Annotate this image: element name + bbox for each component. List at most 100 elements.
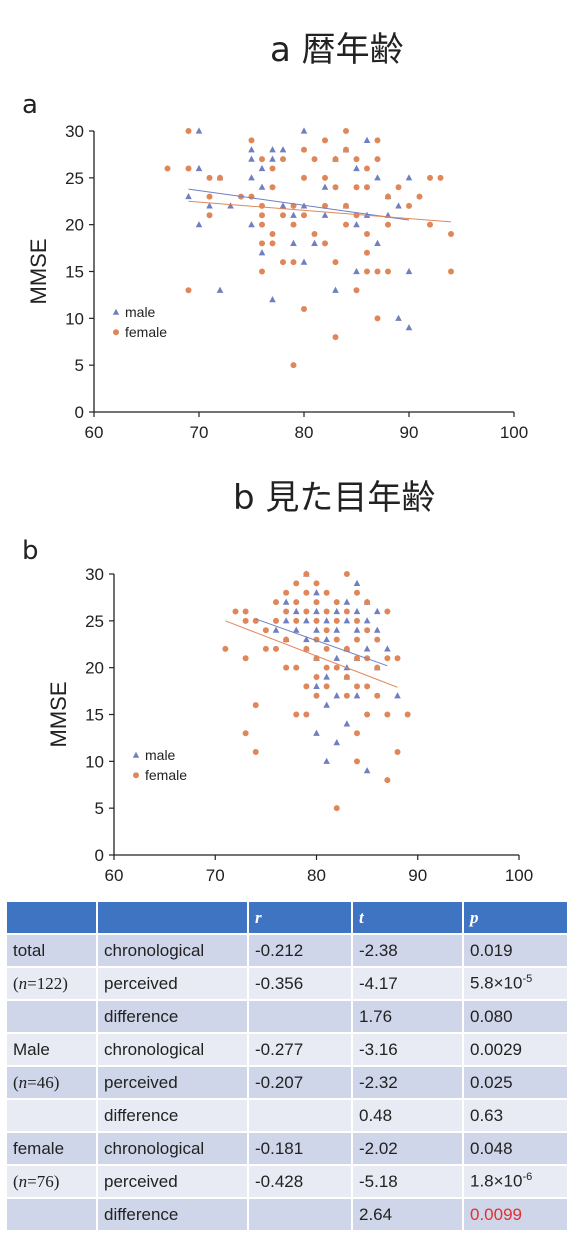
point-female [394, 655, 401, 662]
cell-r [249, 1100, 351, 1131]
cell-group: Male [7, 1034, 96, 1065]
point-male [216, 286, 224, 293]
point-female [283, 608, 290, 615]
point-male [269, 155, 276, 162]
point-female [333, 617, 340, 624]
legend-label-male: male [145, 747, 176, 763]
point-male [353, 607, 361, 615]
table-row: total chronological -0.212 -2.38 0.019 [7, 935, 567, 966]
point-male [321, 211, 329, 218]
x-tick-label: 70 [190, 423, 209, 442]
point-female [283, 664, 290, 671]
cell-r: -0.181 [249, 1133, 351, 1164]
point-male [323, 673, 330, 680]
point-female [364, 249, 370, 256]
point-female [384, 608, 391, 615]
point-female [323, 608, 330, 615]
point-female [259, 156, 265, 163]
point-male [374, 239, 381, 246]
y-tick-label: 25 [85, 612, 104, 631]
cell-group: female [7, 1133, 96, 1164]
point-male [384, 645, 391, 652]
point-female [259, 212, 265, 219]
point-female [364, 268, 370, 275]
cell-r [249, 1199, 351, 1230]
point-female [374, 268, 381, 275]
x-tick-label: 100 [500, 423, 528, 442]
point-male [300, 127, 308, 134]
trendline-female [225, 620, 398, 688]
cell-r: -0.356 [249, 968, 351, 999]
cell-p: 0.048 [464, 1133, 567, 1164]
x-tick-label: 60 [85, 423, 104, 442]
cell-method: perceived [98, 1166, 247, 1197]
cell-method: difference [98, 1199, 247, 1230]
point-female [262, 645, 269, 652]
point-male [290, 211, 297, 218]
table-row: (n=46) perceived -0.207 -2.32 0.025 [7, 1067, 567, 1098]
point-female [269, 231, 276, 238]
cell-method: difference [98, 1100, 247, 1131]
trendline-male [255, 618, 388, 667]
header-r: r [249, 902, 351, 933]
point-male [363, 645, 371, 652]
legend-label-male: male [125, 304, 156, 320]
point-male [333, 607, 341, 615]
point-female [273, 599, 279, 606]
point-female [259, 221, 265, 228]
point-female [364, 683, 371, 690]
group-count: 46 [36, 1072, 54, 1092]
point-male [313, 682, 320, 689]
point-male [374, 174, 381, 181]
point-female [293, 711, 300, 718]
point-male [405, 267, 413, 275]
point-female [333, 599, 340, 606]
point-female [332, 184, 339, 191]
cell-t: -4.17 [353, 968, 462, 999]
point-female [313, 599, 320, 606]
y-tick-label: 0 [75, 403, 84, 422]
point-female [343, 202, 349, 209]
cell-t: -5.18 [353, 1166, 462, 1197]
point-female [354, 758, 360, 765]
point-female [323, 645, 330, 652]
cell-t: -3.16 [353, 1034, 462, 1065]
point-male [313, 729, 320, 736]
point-female [242, 608, 249, 615]
point-female [404, 711, 411, 718]
x-tick-label: 100 [505, 866, 533, 885]
point-male [363, 617, 371, 624]
legend-marker-female [133, 772, 139, 779]
cell-group: (n=122) [7, 968, 96, 999]
y-axis-label: MMSE [26, 239, 51, 305]
point-male [333, 626, 341, 633]
point-female [343, 608, 350, 615]
point-female [259, 268, 265, 275]
point-female [313, 674, 320, 681]
cell-method: difference [98, 1001, 247, 1032]
header-p: p [464, 902, 567, 933]
point-female [323, 627, 330, 634]
point-male [313, 589, 320, 596]
y-tick-label: 20 [85, 659, 104, 678]
point-female [248, 137, 255, 144]
point-female [374, 664, 381, 671]
point-female [311, 231, 318, 238]
cell-r [249, 1001, 351, 1032]
cell-p: 0.0029 [464, 1034, 567, 1065]
point-female [343, 146, 349, 153]
point-female [395, 184, 402, 191]
heading-chronological-age: a 暦年齢 [270, 30, 404, 70]
point-male [248, 146, 255, 153]
point-female [303, 589, 310, 596]
point-female [303, 608, 310, 615]
stats-table: r t p total chronological -0.212 -2.38 0.019… [5, 900, 569, 1232]
point-male [279, 146, 287, 153]
point-female [303, 683, 310, 690]
point-female [427, 174, 433, 181]
point-female [374, 137, 381, 144]
point-female [252, 748, 259, 755]
point-female [252, 702, 259, 709]
point-female [232, 608, 239, 615]
legend-label-female: female [125, 324, 167, 340]
